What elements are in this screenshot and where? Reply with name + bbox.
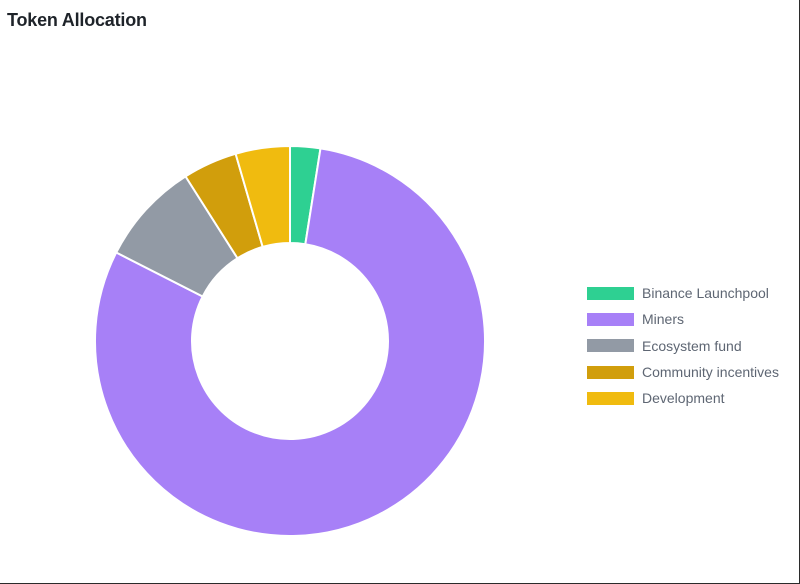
legend-swatch	[587, 286, 634, 300]
chart-title: Token Allocation	[7, 10, 147, 30]
legend-item-community-incentives[interactable]: Community incentives	[587, 359, 779, 385]
donut-slices	[94, 144, 486, 537]
legend-label: Development	[642, 390, 725, 407]
legend-label: Community incentives	[642, 364, 779, 381]
chart-legend: Binance Launchpool Miners Ecosystem fund…	[587, 280, 779, 411]
donut-slice-development[interactable]	[234, 144, 291, 249]
legend-swatch	[587, 391, 634, 405]
donut-slice-miners[interactable]	[94, 147, 486, 537]
legend-item-ecosystem-fund[interactable]: Ecosystem fund	[587, 333, 779, 359]
legend-swatch	[587, 312, 634, 326]
legend-label: Ecosystem fund	[642, 337, 742, 354]
legend-item-binance-launchpool[interactable]: Binance Launchpool	[587, 280, 779, 306]
legend-swatch	[587, 339, 634, 353]
legend-item-miners[interactable]: Miners	[587, 306, 779, 332]
legend-label: Binance Launchpool	[642, 285, 769, 302]
legend-item-development[interactable]: Development	[587, 385, 779, 411]
legend-swatch	[587, 365, 634, 379]
legend-label: Miners	[642, 311, 685, 328]
